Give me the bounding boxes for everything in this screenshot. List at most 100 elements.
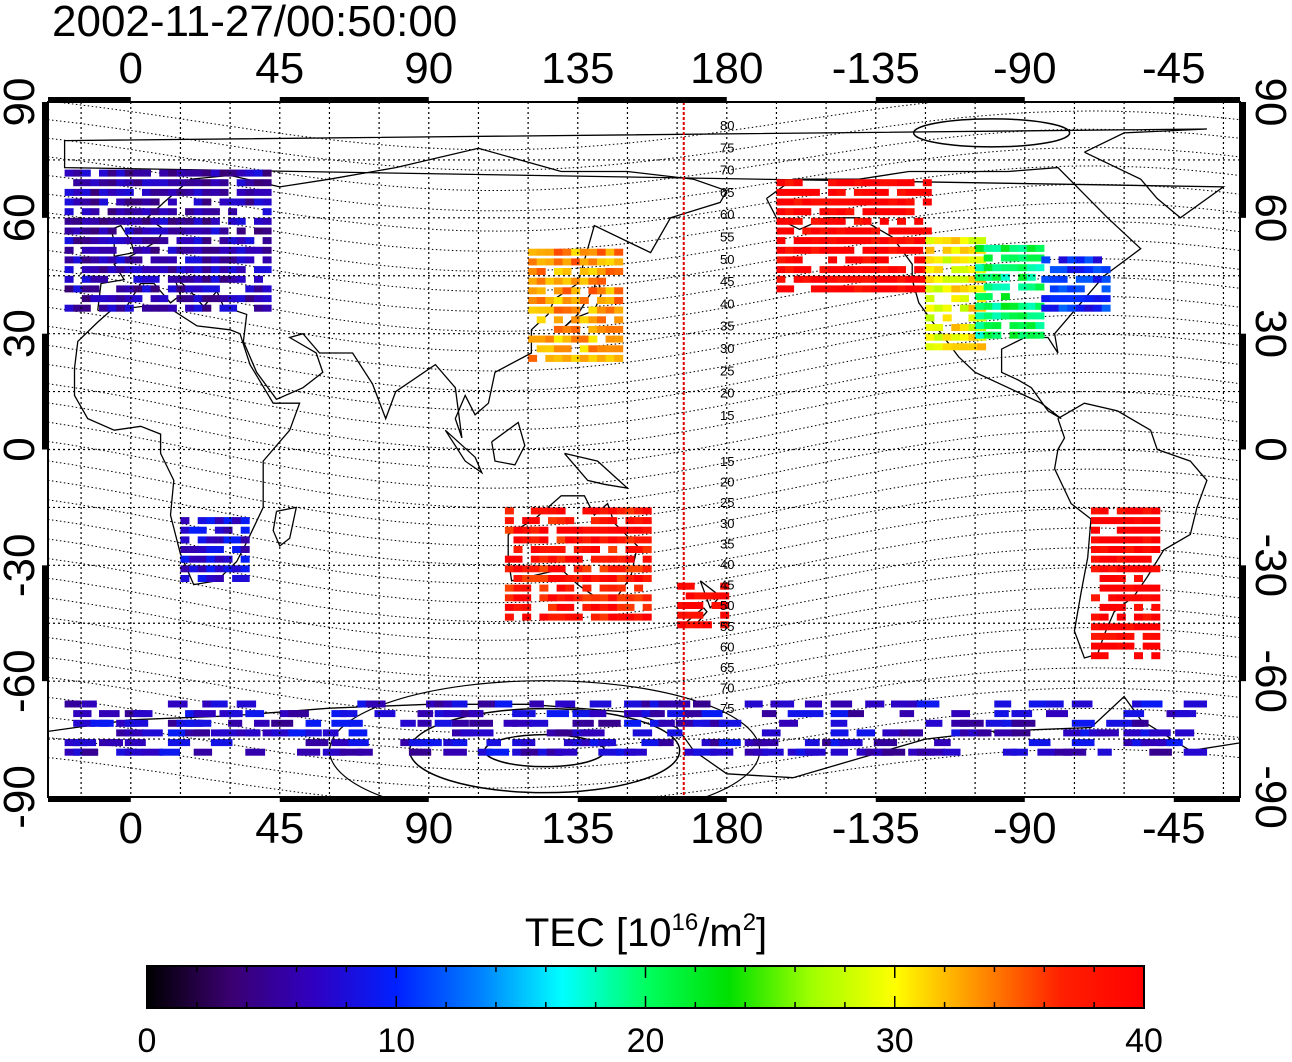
tec-cell xyxy=(614,248,624,256)
tec-cell xyxy=(197,555,207,563)
tec-cell xyxy=(942,285,952,293)
tec-cell xyxy=(977,343,987,351)
tec-cell xyxy=(897,227,906,235)
tec-cell xyxy=(530,517,540,525)
lon-tick-label-bottom: -135 xyxy=(832,804,920,853)
tec-cell xyxy=(828,208,838,216)
tec-cell xyxy=(793,179,803,187)
tec-cell xyxy=(779,700,795,708)
tec-cell xyxy=(107,256,117,264)
tec-cell xyxy=(1091,546,1100,553)
tec-cell xyxy=(503,719,519,727)
tec-cell xyxy=(1125,546,1135,553)
tec-cell xyxy=(116,198,126,206)
lat-tick-label-left: -60 xyxy=(0,649,44,713)
tec-cell xyxy=(879,208,889,216)
tec-cell xyxy=(871,246,881,254)
tec-cell xyxy=(720,592,730,600)
tec-cell xyxy=(951,237,961,245)
tec-cell xyxy=(905,188,915,196)
tec-cell xyxy=(1175,729,1195,737)
tec-cell xyxy=(210,256,220,264)
tec-cell xyxy=(1018,302,1028,310)
tec-cell xyxy=(116,237,126,245)
tec-cell xyxy=(793,275,803,283)
tec-cell xyxy=(925,324,935,331)
tec-cell xyxy=(555,748,578,756)
lat-tick-label-left: -90 xyxy=(0,765,44,829)
colorbar-title: TEC [1016/m2] xyxy=(525,909,767,955)
tec-cell xyxy=(133,295,143,303)
tec-cell xyxy=(916,700,940,708)
tec-cell xyxy=(573,536,583,544)
tec-cell xyxy=(279,710,296,718)
tec-cell xyxy=(819,246,829,254)
tec-cell xyxy=(214,536,224,544)
tec-cell xyxy=(556,565,566,573)
tec-cell xyxy=(64,217,74,225)
tec-cell xyxy=(977,285,987,293)
tec-cell xyxy=(297,748,321,756)
tec-cell xyxy=(565,555,575,563)
tec-cell xyxy=(189,526,199,534)
tec-cell xyxy=(99,275,108,283)
tec-cell xyxy=(176,237,186,245)
north-pole-contour xyxy=(912,118,1071,148)
tec-cell xyxy=(142,266,151,274)
tec-cell xyxy=(400,719,416,727)
tec-cell xyxy=(922,198,932,206)
tec-cell xyxy=(142,748,164,756)
tec-cell xyxy=(1116,546,1126,553)
tec-cell xyxy=(1000,293,1010,301)
lat-tick-label-right: -60 xyxy=(1246,649,1292,713)
tec-cell xyxy=(1035,302,1045,310)
tec-cell xyxy=(925,256,935,264)
tec-cell xyxy=(530,575,540,582)
tec-cell xyxy=(64,169,74,177)
tec-cell xyxy=(776,285,786,293)
mag-label-north: 55 xyxy=(720,230,734,245)
tec-cell xyxy=(1132,739,1149,747)
tec-cell xyxy=(1125,507,1135,515)
tec-cell xyxy=(608,594,618,602)
tec-cell xyxy=(1026,264,1036,272)
tec-cell xyxy=(99,227,108,235)
tec-cell xyxy=(573,555,583,563)
tec-cell xyxy=(228,246,238,254)
tec-cell xyxy=(1142,594,1152,602)
tec-cell xyxy=(1116,594,1126,602)
tec-cell xyxy=(81,256,91,264)
tec-cell xyxy=(202,275,212,283)
tec-cell xyxy=(254,227,263,235)
tec-cell xyxy=(124,285,134,293)
tec-cell xyxy=(167,256,177,264)
tec-cell xyxy=(879,179,889,187)
tec-cell xyxy=(262,188,272,196)
tec-cell xyxy=(1011,719,1036,727)
tec-cell xyxy=(597,345,606,353)
tec-cell xyxy=(1009,331,1019,339)
tec-cell xyxy=(236,227,246,235)
tec-cell xyxy=(951,295,961,303)
tec-cell xyxy=(228,275,238,283)
tec-cell xyxy=(219,295,229,303)
tec-cell xyxy=(548,507,557,515)
tec-cell xyxy=(942,314,952,322)
tec-cell xyxy=(1101,266,1111,274)
tec-cell xyxy=(193,729,210,737)
lat-tick-label-right: -90 xyxy=(1246,765,1292,829)
tec-cell xyxy=(1067,266,1077,274)
tec-cell xyxy=(942,343,952,351)
tec-cell xyxy=(1166,739,1183,747)
tec-cell xyxy=(1099,642,1109,650)
tec-cell xyxy=(159,266,169,274)
tec-cell xyxy=(614,306,624,314)
tec-cell xyxy=(591,526,600,534)
tec-cell xyxy=(219,729,238,737)
tec-cell xyxy=(1049,304,1059,312)
tec-cell xyxy=(185,275,195,283)
tec-cell xyxy=(193,179,203,187)
frame-bar-top xyxy=(875,97,1025,102)
tec-cell xyxy=(133,256,143,264)
tec-cell xyxy=(616,526,626,534)
